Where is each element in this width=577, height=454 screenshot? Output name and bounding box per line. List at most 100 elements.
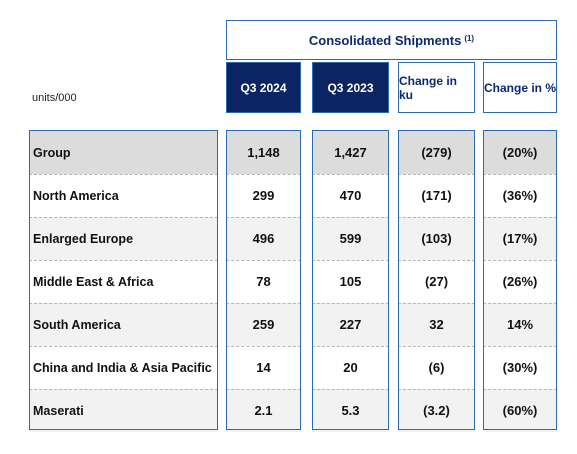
row-separator	[29, 260, 218, 261]
table-row: North America 299 470 (171) (36%)	[29, 174, 557, 217]
row-label: South America	[33, 317, 121, 332]
row-cell-background	[312, 303, 389, 346]
row-separator	[312, 174, 389, 175]
row-value: (26%)	[502, 274, 538, 289]
row-separator	[312, 217, 389, 218]
column-header-change-ku: Change in ku	[398, 62, 475, 113]
row-separator	[312, 260, 389, 261]
row-cell-background	[398, 131, 475, 174]
row-value: 5.3	[341, 403, 360, 418]
row-cell-background	[226, 303, 301, 346]
row-separator	[483, 217, 557, 218]
row-value: 2.1	[254, 403, 273, 418]
row-value: (279)	[421, 145, 452, 160]
label-column-frame	[29, 130, 218, 430]
row-separator	[29, 389, 218, 390]
row-value: 78	[256, 274, 271, 289]
row-cell-background	[312, 131, 389, 174]
row-value: 1,148	[247, 145, 280, 160]
row-separator	[226, 217, 301, 218]
row-value: 20	[343, 360, 358, 375]
row-separator	[398, 346, 475, 347]
row-separator	[29, 217, 218, 218]
row-label: Group	[33, 145, 71, 160]
row-cell-background	[398, 217, 475, 260]
row-label: Middle East & Africa	[33, 274, 154, 289]
row-cell-background	[226, 389, 301, 432]
row-cell-background	[483, 131, 557, 174]
row-separator	[398, 217, 475, 218]
row-separator	[398, 303, 475, 304]
units-label: units/000	[32, 92, 77, 104]
row-value: 1,427	[334, 145, 367, 160]
row-separator	[29, 346, 218, 347]
row-separator	[483, 174, 557, 175]
row-label: North America	[33, 188, 119, 203]
table-row: Middle East & Africa 78 105 (27) (26%)	[29, 260, 557, 303]
row-value: 32	[429, 317, 444, 332]
row-separator	[398, 174, 475, 175]
row-value: 496	[252, 231, 275, 246]
table-row: Group 1,148 1,427 (279) (20%)	[29, 131, 557, 174]
row-value: 14	[256, 360, 271, 375]
row-separator	[226, 389, 301, 390]
row-value: (17%)	[502, 231, 538, 246]
row-cell-background	[29, 389, 218, 432]
column-header-change-pct: Change in %	[483, 62, 557, 113]
table-row: Enlarged Europe 496 599 (103) (17%)	[29, 217, 557, 260]
row-value: 105	[339, 274, 362, 289]
row-value: (171)	[421, 188, 452, 203]
row-separator	[398, 389, 475, 390]
row-value: (20%)	[502, 145, 538, 160]
row-value: (27)	[424, 274, 449, 289]
row-cell-background	[226, 217, 301, 260]
row-value: 470	[339, 188, 362, 203]
row-separator	[312, 346, 389, 347]
consolidated-shipments-title: Consolidated Shipments	[308, 32, 462, 48]
row-cell-background	[226, 131, 301, 174]
column-header-q3-2024: Q3 2024	[226, 62, 301, 113]
row-value: 299	[252, 188, 275, 203]
row-separator	[483, 303, 557, 304]
row-separator	[312, 389, 389, 390]
q3-2024-column-frame	[226, 130, 301, 430]
row-label: Maserati	[33, 403, 84, 418]
row-separator	[312, 303, 389, 304]
row-separator	[483, 346, 557, 347]
row-value: (6)	[428, 360, 445, 375]
row-cell-background	[312, 217, 389, 260]
row-label: Enlarged Europe	[33, 231, 134, 246]
row-separator	[29, 174, 218, 175]
row-cell-background	[29, 217, 218, 260]
row-separator	[226, 346, 301, 347]
table-row: Maserati 2.1 5.3 (3.2) (60%)	[29, 389, 557, 432]
row-cell-background	[29, 303, 218, 346]
row-separator	[483, 389, 557, 390]
row-separator	[226, 260, 301, 261]
change-ku-column-frame	[398, 130, 475, 430]
row-value: 599	[339, 231, 362, 246]
row-separator	[398, 260, 475, 261]
row-value: 259	[252, 317, 275, 332]
row-value: 14%	[506, 317, 534, 332]
row-cell-background	[398, 389, 475, 432]
row-cell-background	[398, 303, 475, 346]
row-cell-background	[483, 217, 557, 260]
row-cell-background	[29, 131, 218, 174]
row-separator	[226, 174, 301, 175]
q3-2023-column-frame	[312, 130, 389, 430]
consolidated-shipments-header: Consolidated Shipments (1)	[226, 20, 557, 60]
column-header-q3-2023: Q3 2023	[312, 62, 389, 113]
row-value: 227	[339, 317, 362, 332]
row-value: (60%)	[502, 403, 538, 418]
row-separator	[483, 260, 557, 261]
row-value: (30%)	[502, 360, 538, 375]
table-row: South America 259 227 32 14%	[29, 303, 557, 346]
footnote-marker: (1)	[464, 33, 475, 43]
row-separator	[29, 303, 218, 304]
row-value: (36%)	[502, 188, 538, 203]
row-cell-background	[483, 389, 557, 432]
row-value: (103)	[421, 231, 452, 246]
row-cell-background	[312, 389, 389, 432]
table-row: China and India & Asia Pacific 14 20 (6) (30…	[29, 346, 557, 389]
